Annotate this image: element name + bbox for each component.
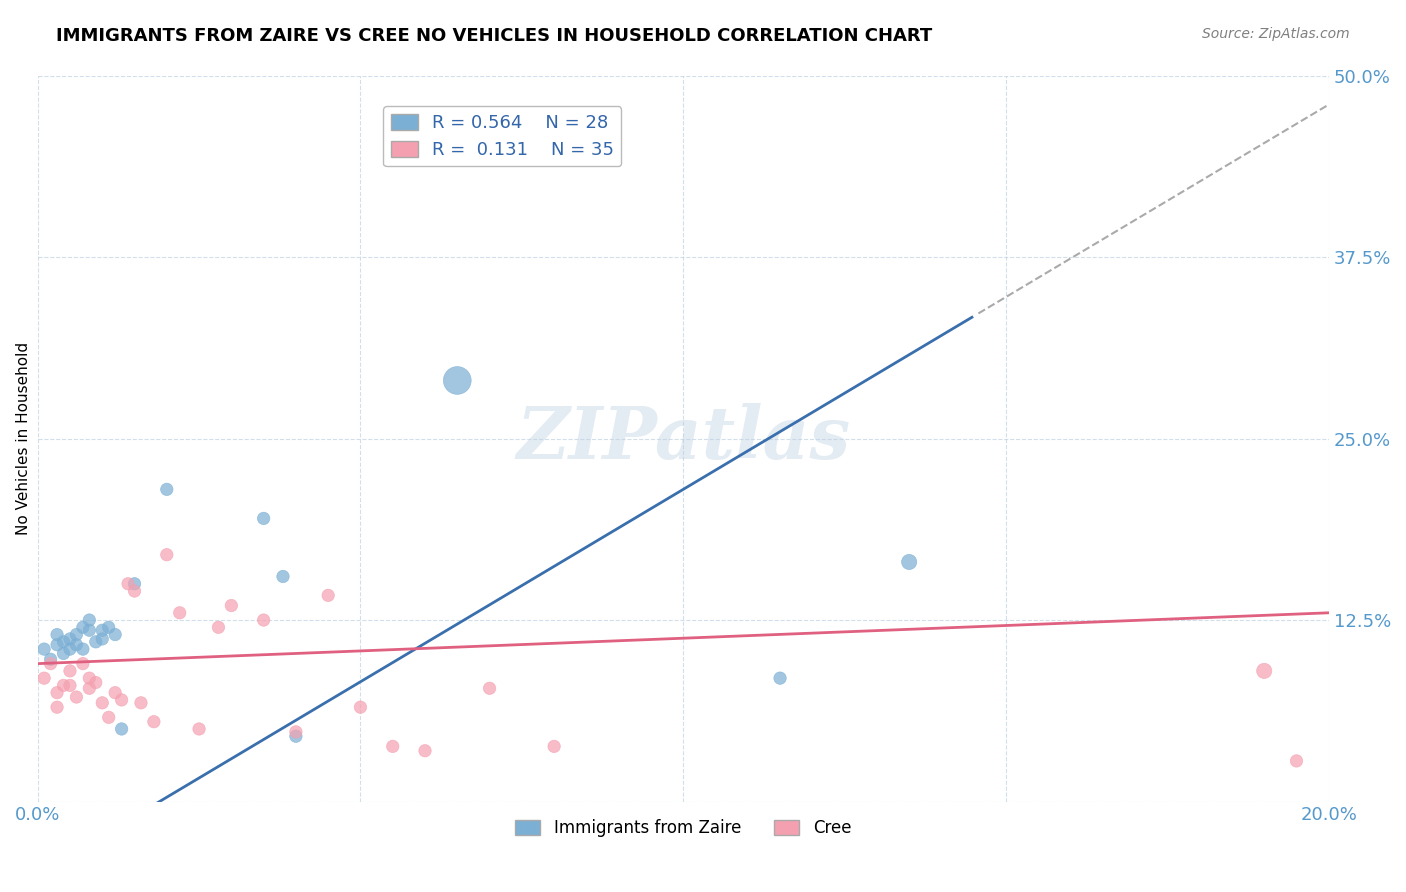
Point xyxy=(124,576,146,591)
Text: IMMIGRANTS FROM ZAIRE VS CREE NO VEHICLES IN HOUSEHOLD CORRELATION CHART: IMMIGRANTS FROM ZAIRE VS CREE NO VEHICLE… xyxy=(56,27,932,45)
Point xyxy=(52,647,75,661)
Point xyxy=(39,657,62,671)
Point xyxy=(32,671,55,685)
Legend: Immigrants from Zaire, Cree: Immigrants from Zaire, Cree xyxy=(509,813,858,844)
Point xyxy=(91,696,114,710)
Point xyxy=(97,620,120,634)
Point xyxy=(169,606,191,620)
Point xyxy=(271,569,294,583)
Point xyxy=(79,624,101,638)
Point xyxy=(110,722,132,736)
Point xyxy=(349,700,371,714)
Point xyxy=(97,710,120,724)
Point xyxy=(84,635,107,649)
Point xyxy=(72,642,94,657)
Point xyxy=(52,678,75,692)
Point xyxy=(446,374,468,388)
Point xyxy=(79,671,101,685)
Point xyxy=(284,729,307,743)
Point xyxy=(478,681,501,696)
Text: Source: ZipAtlas.com: Source: ZipAtlas.com xyxy=(1202,27,1350,41)
Point xyxy=(117,576,139,591)
Point xyxy=(72,620,94,634)
Y-axis label: No Vehicles in Household: No Vehicles in Household xyxy=(15,342,31,535)
Point xyxy=(1253,664,1275,678)
Point xyxy=(59,664,82,678)
Point xyxy=(156,483,179,497)
Point xyxy=(129,696,152,710)
Point xyxy=(381,739,404,754)
Point xyxy=(188,722,211,736)
Point xyxy=(207,620,229,634)
Point xyxy=(79,681,101,696)
Point xyxy=(79,613,101,627)
Point xyxy=(65,638,87,652)
Point xyxy=(59,678,82,692)
Point xyxy=(65,690,87,704)
Text: ZIPatlas: ZIPatlas xyxy=(516,403,851,474)
Point xyxy=(221,599,243,613)
Point xyxy=(104,627,127,641)
Point xyxy=(316,588,339,602)
Point xyxy=(1285,754,1308,768)
Point xyxy=(39,652,62,666)
Point xyxy=(110,693,132,707)
Point xyxy=(253,511,276,525)
Point xyxy=(104,686,127,700)
Point xyxy=(543,739,565,754)
Point xyxy=(898,555,921,569)
Point xyxy=(46,686,69,700)
Point xyxy=(253,613,276,627)
Point xyxy=(46,627,69,641)
Point xyxy=(91,624,114,638)
Point xyxy=(65,627,87,641)
Point xyxy=(413,744,436,758)
Point xyxy=(32,642,55,657)
Point xyxy=(91,632,114,646)
Point xyxy=(46,700,69,714)
Point xyxy=(72,657,94,671)
Point xyxy=(84,675,107,690)
Point xyxy=(52,635,75,649)
Point xyxy=(284,724,307,739)
Point xyxy=(769,671,792,685)
Point xyxy=(46,638,69,652)
Point xyxy=(156,548,179,562)
Point xyxy=(142,714,165,729)
Point xyxy=(59,632,82,646)
Point xyxy=(124,584,146,599)
Point xyxy=(59,642,82,657)
